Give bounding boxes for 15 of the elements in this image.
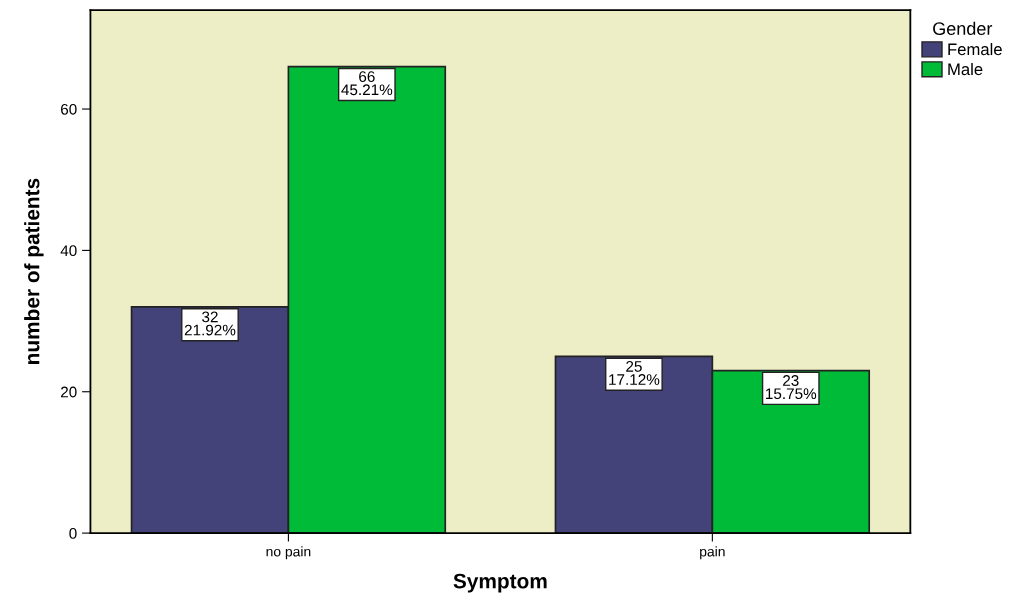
x-tick-label: no pain [266,546,311,560]
y-tick-label: 20 [61,386,77,398]
data-label: 25 17.12% [609,360,660,385]
legend-label: Female [948,43,1002,56]
y-tick-label: 40 [60,245,77,257]
legend-label: Male [948,62,983,76]
data-label: 32 21.92% [184,311,236,336]
x-axis-title: Symptom [453,573,547,593]
data-label: 66 45.21% [341,71,393,96]
data-label: 23 15.75% [766,375,817,400]
y-tick-label: 60 [61,103,77,115]
legend-title: Gender [933,21,993,36]
x-tick-label: pain [700,546,725,560]
y-tick-label: 0 [69,527,77,539]
y-axis-title: number of patients [24,178,44,364]
